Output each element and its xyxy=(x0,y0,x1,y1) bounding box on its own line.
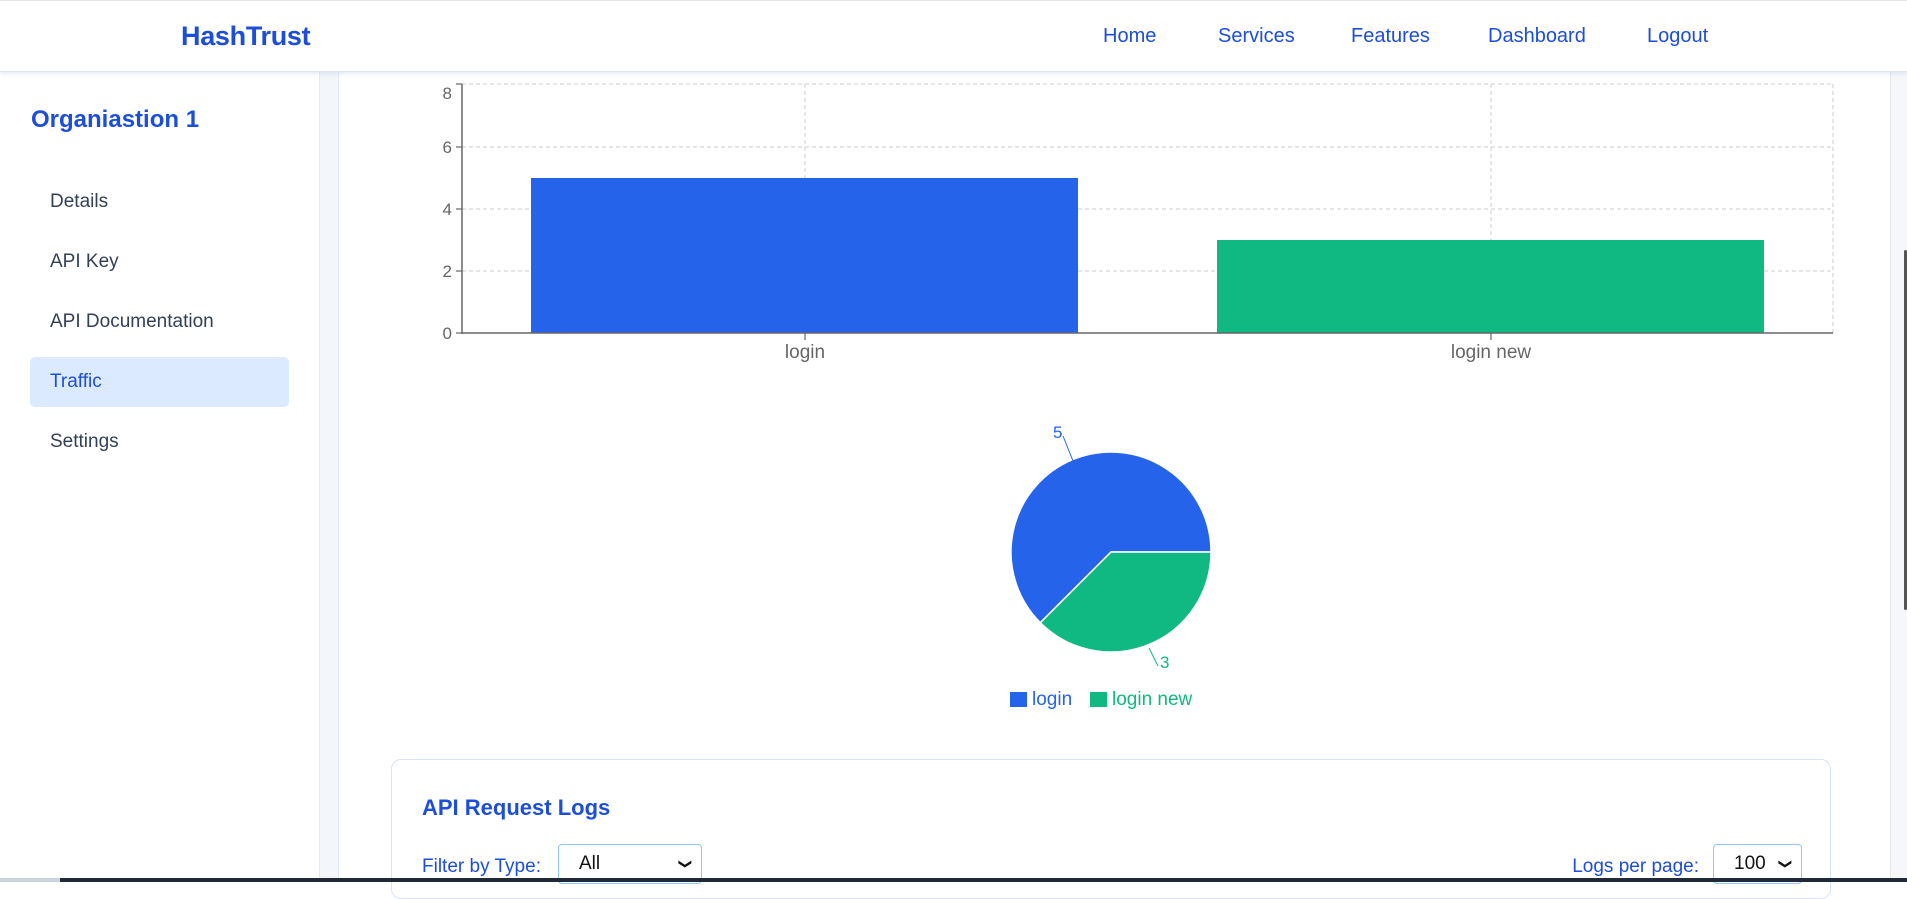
logs-per-page-value: 100 xyxy=(1734,853,1766,874)
top-navbar: HashTrust Home Services Features Dashboa… xyxy=(0,0,1907,72)
filter-type-label: Filter by Type: xyxy=(422,856,541,877)
nav-features[interactable]: Features xyxy=(1351,25,1430,47)
bottom-edge-left xyxy=(0,878,60,882)
sidebar-item-api-documentation[interactable]: API Documentation xyxy=(50,311,214,332)
logs-per-page-label: Logs per page: xyxy=(1572,856,1699,877)
bottom-edge xyxy=(60,878,1907,882)
svg-text:6: 6 xyxy=(443,138,452,157)
sidebar-item-traffic[interactable]: Traffic xyxy=(30,357,289,407)
nav-dashboard[interactable]: Dashboard xyxy=(1488,25,1586,47)
pie-slice-login-new[interactable] xyxy=(1039,551,1212,653)
traffic-charts: 8 6 4 2 0 login login new 5 3 login logi… xyxy=(443,83,1834,710)
pie-label-login-new: 3 xyxy=(1160,653,1169,672)
filter-type-value: All xyxy=(579,853,601,874)
logs-title: API Request Logs xyxy=(422,795,611,820)
scrollbar-thumb[interactable] xyxy=(1904,250,1907,610)
svg-text:0: 0 xyxy=(443,324,452,343)
logs-per-page-select[interactable]: 100 ❯ xyxy=(1713,844,1802,884)
bar-login-new[interactable] xyxy=(1217,240,1764,333)
page-scrollbar[interactable] xyxy=(1890,72,1907,882)
pie-chart: 5 3 login login new xyxy=(1010,423,1212,710)
organisation-title: Organiastion 1 xyxy=(31,106,200,133)
chevron-down-icon: ❯ xyxy=(678,858,694,870)
sidebar-divider xyxy=(319,72,339,882)
pie-label-login: 5 xyxy=(1053,423,1062,442)
legend-label-login-new[interactable]: login new xyxy=(1112,689,1193,710)
legend-swatch-login-new xyxy=(1090,692,1107,707)
nav-logout[interactable]: Logout xyxy=(1647,25,1709,47)
nav-home[interactable]: Home xyxy=(1103,25,1157,47)
legend-swatch-login xyxy=(1010,692,1027,707)
x-tick-login: login xyxy=(785,342,825,363)
svg-text:4: 4 xyxy=(443,200,452,219)
sidebar-item-settings[interactable]: Settings xyxy=(50,431,119,452)
sidebar-item-api-key[interactable]: API Key xyxy=(50,251,119,272)
api-request-logs-card: API Request Logs Filter by Type: All ❯ L… xyxy=(391,759,1831,899)
svg-text:2: 2 xyxy=(443,262,452,281)
bar-login[interactable] xyxy=(531,178,1078,333)
sidebar-item-details[interactable]: Details xyxy=(50,191,109,212)
nav-services[interactable]: Services xyxy=(1218,25,1295,47)
brand-logo[interactable]: HashTrust xyxy=(181,21,311,51)
legend-label-login[interactable]: login xyxy=(1032,689,1072,710)
svg-text:8: 8 xyxy=(443,84,452,103)
x-tick-login-new: login new xyxy=(1451,342,1532,363)
sidebar xyxy=(0,72,320,882)
chevron-down-icon: ❯ xyxy=(1778,858,1794,870)
bar-chart: 8 6 4 2 0 login login new xyxy=(443,83,1834,363)
